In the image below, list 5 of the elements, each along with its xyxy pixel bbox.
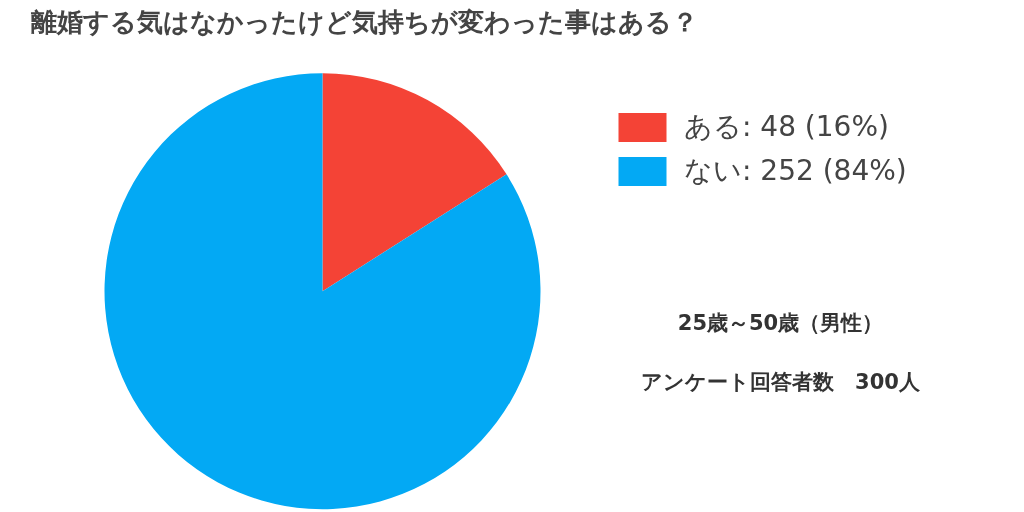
legend-label: ない: 252 (84%)	[684, 153, 907, 189]
text: 25歳～50歳（男性）	[677, 311, 884, 336]
legend-label: ある: 48 (16%)	[684, 109, 889, 145]
text: アンケート回答者数 300人	[641, 370, 921, 395]
chart-title: 離婚する気はなかったけど気持ちが変わった事はある？	[29, 6, 698, 37]
